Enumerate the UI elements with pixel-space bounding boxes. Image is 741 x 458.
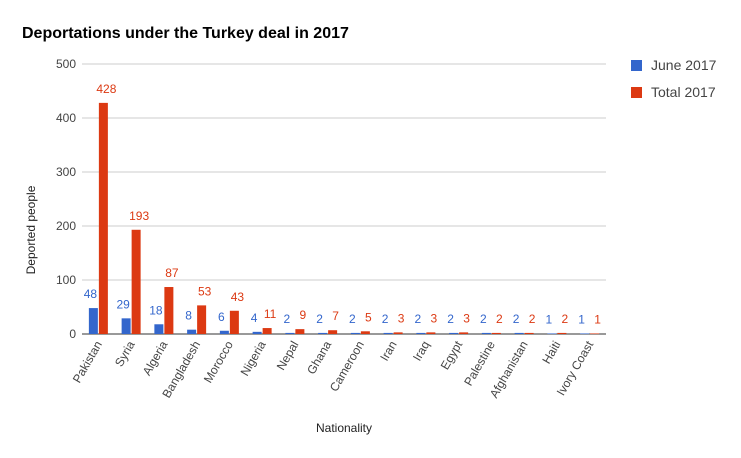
y-axis-title: Deported people — [24, 185, 38, 274]
bar-june-2017 — [580, 333, 590, 335]
y-tick-label: 100 — [56, 273, 76, 287]
data-label: 11 — [264, 307, 277, 321]
data-label: 3 — [398, 311, 405, 325]
data-label: 2 — [480, 312, 487, 326]
data-label: 7 — [332, 309, 339, 323]
bar-june-2017 — [318, 332, 328, 334]
data-label: 193 — [129, 209, 149, 223]
bar-total-2017 — [590, 333, 600, 335]
data-label: 6 — [218, 310, 225, 324]
data-label: 2 — [415, 312, 422, 326]
legend-swatch — [631, 87, 642, 98]
bar-june-2017 — [416, 332, 426, 334]
x-tick-label: Pakistan — [70, 339, 105, 386]
bar-total-2017 — [524, 332, 534, 334]
data-label: 2 — [284, 312, 291, 326]
bar-june-2017 — [154, 324, 164, 334]
data-label: 1 — [546, 312, 553, 326]
data-label: 48 — [84, 287, 98, 301]
data-label: 9 — [300, 308, 307, 322]
bar-total-2017 — [131, 229, 141, 334]
data-label: 29 — [116, 297, 130, 311]
bar-june-2017 — [481, 332, 491, 334]
x-tick-label: Morocco — [201, 338, 236, 385]
data-label: 4 — [251, 311, 258, 325]
y-tick-label: 500 — [56, 57, 76, 71]
x-tick-label: Iran — [377, 339, 399, 364]
legend-label: Total 2017 — [651, 84, 716, 100]
bars — [88, 102, 600, 335]
bar-june-2017 — [285, 332, 295, 334]
data-label: 2 — [447, 312, 454, 326]
x-tick-label: Nepal — [274, 339, 302, 373]
bar-total-2017 — [557, 332, 567, 334]
data-label: 3 — [463, 311, 470, 325]
data-label: 1 — [578, 312, 585, 326]
y-tick-label: 0 — [69, 327, 76, 341]
legend-swatch — [631, 60, 642, 71]
legend: June 2017 Total 2017 — [631, 57, 717, 100]
x-tick-label: Syria — [112, 338, 138, 369]
bar-total-2017 — [491, 332, 501, 334]
bar-june-2017 — [252, 331, 262, 334]
bar-total-2017 — [197, 305, 207, 334]
data-label: 2 — [349, 312, 356, 326]
data-label: 1 — [594, 312, 601, 326]
x-tick-label: Egypt — [438, 338, 466, 372]
data-label: 87 — [165, 266, 179, 280]
x-tick-label: Palestine — [461, 338, 498, 388]
data-label: 2 — [316, 312, 323, 326]
x-tick-label: Algeria — [140, 338, 171, 378]
data-label: 43 — [231, 290, 245, 304]
bar-total-2017 — [164, 287, 174, 334]
data-label: 2 — [562, 312, 569, 326]
bar-total-2017 — [328, 330, 338, 334]
bar-june-2017 — [88, 308, 98, 334]
data-label: 53 — [198, 284, 212, 298]
bar-total-2017 — [459, 332, 469, 334]
data-label: 2 — [382, 312, 389, 326]
bar-june-2017 — [514, 332, 524, 334]
bar-total-2017 — [360, 331, 370, 334]
bar-june-2017 — [350, 332, 360, 334]
data-label: 2 — [513, 312, 520, 326]
bar-june-2017 — [187, 329, 197, 334]
data-label: 18 — [149, 303, 163, 317]
bar-june-2017 — [383, 332, 393, 334]
y-tick-label: 300 — [56, 165, 76, 179]
legend-label: June 2017 — [651, 57, 717, 73]
bar-total-2017 — [262, 328, 272, 334]
x-tick-label: Iraq — [410, 339, 432, 364]
bar-total-2017 — [98, 102, 108, 334]
chart-title: Deportations under the Turkey deal in 20… — [22, 25, 349, 42]
bar-total-2017 — [229, 310, 239, 334]
data-label: 2 — [529, 312, 536, 326]
bar-total-2017 — [426, 332, 436, 334]
data-label: 3 — [431, 311, 438, 325]
data-label: 428 — [96, 82, 116, 96]
y-axis-ticks: 0 100 200 300 400 500 — [56, 57, 76, 341]
bar-june-2017 — [547, 333, 557, 335]
y-tick-label: 200 — [56, 219, 76, 233]
data-label: 5 — [365, 310, 372, 324]
bar-june-2017 — [449, 332, 459, 334]
x-axis-title: Nationality — [316, 421, 372, 435]
y-tick-label: 400 — [56, 111, 76, 125]
x-tick-label: Haiti — [539, 339, 563, 367]
bar-june-2017 — [219, 330, 229, 334]
x-tick-label: Ghana — [304, 338, 334, 376]
bar-total-2017 — [393, 332, 403, 334]
gridlines — [82, 63, 606, 335]
data-label: 2 — [496, 312, 503, 326]
bar-june-2017 — [121, 318, 131, 334]
bar-total-2017 — [295, 329, 305, 334]
x-tick-label: Nigeria — [238, 338, 269, 378]
data-label: 8 — [185, 309, 192, 323]
